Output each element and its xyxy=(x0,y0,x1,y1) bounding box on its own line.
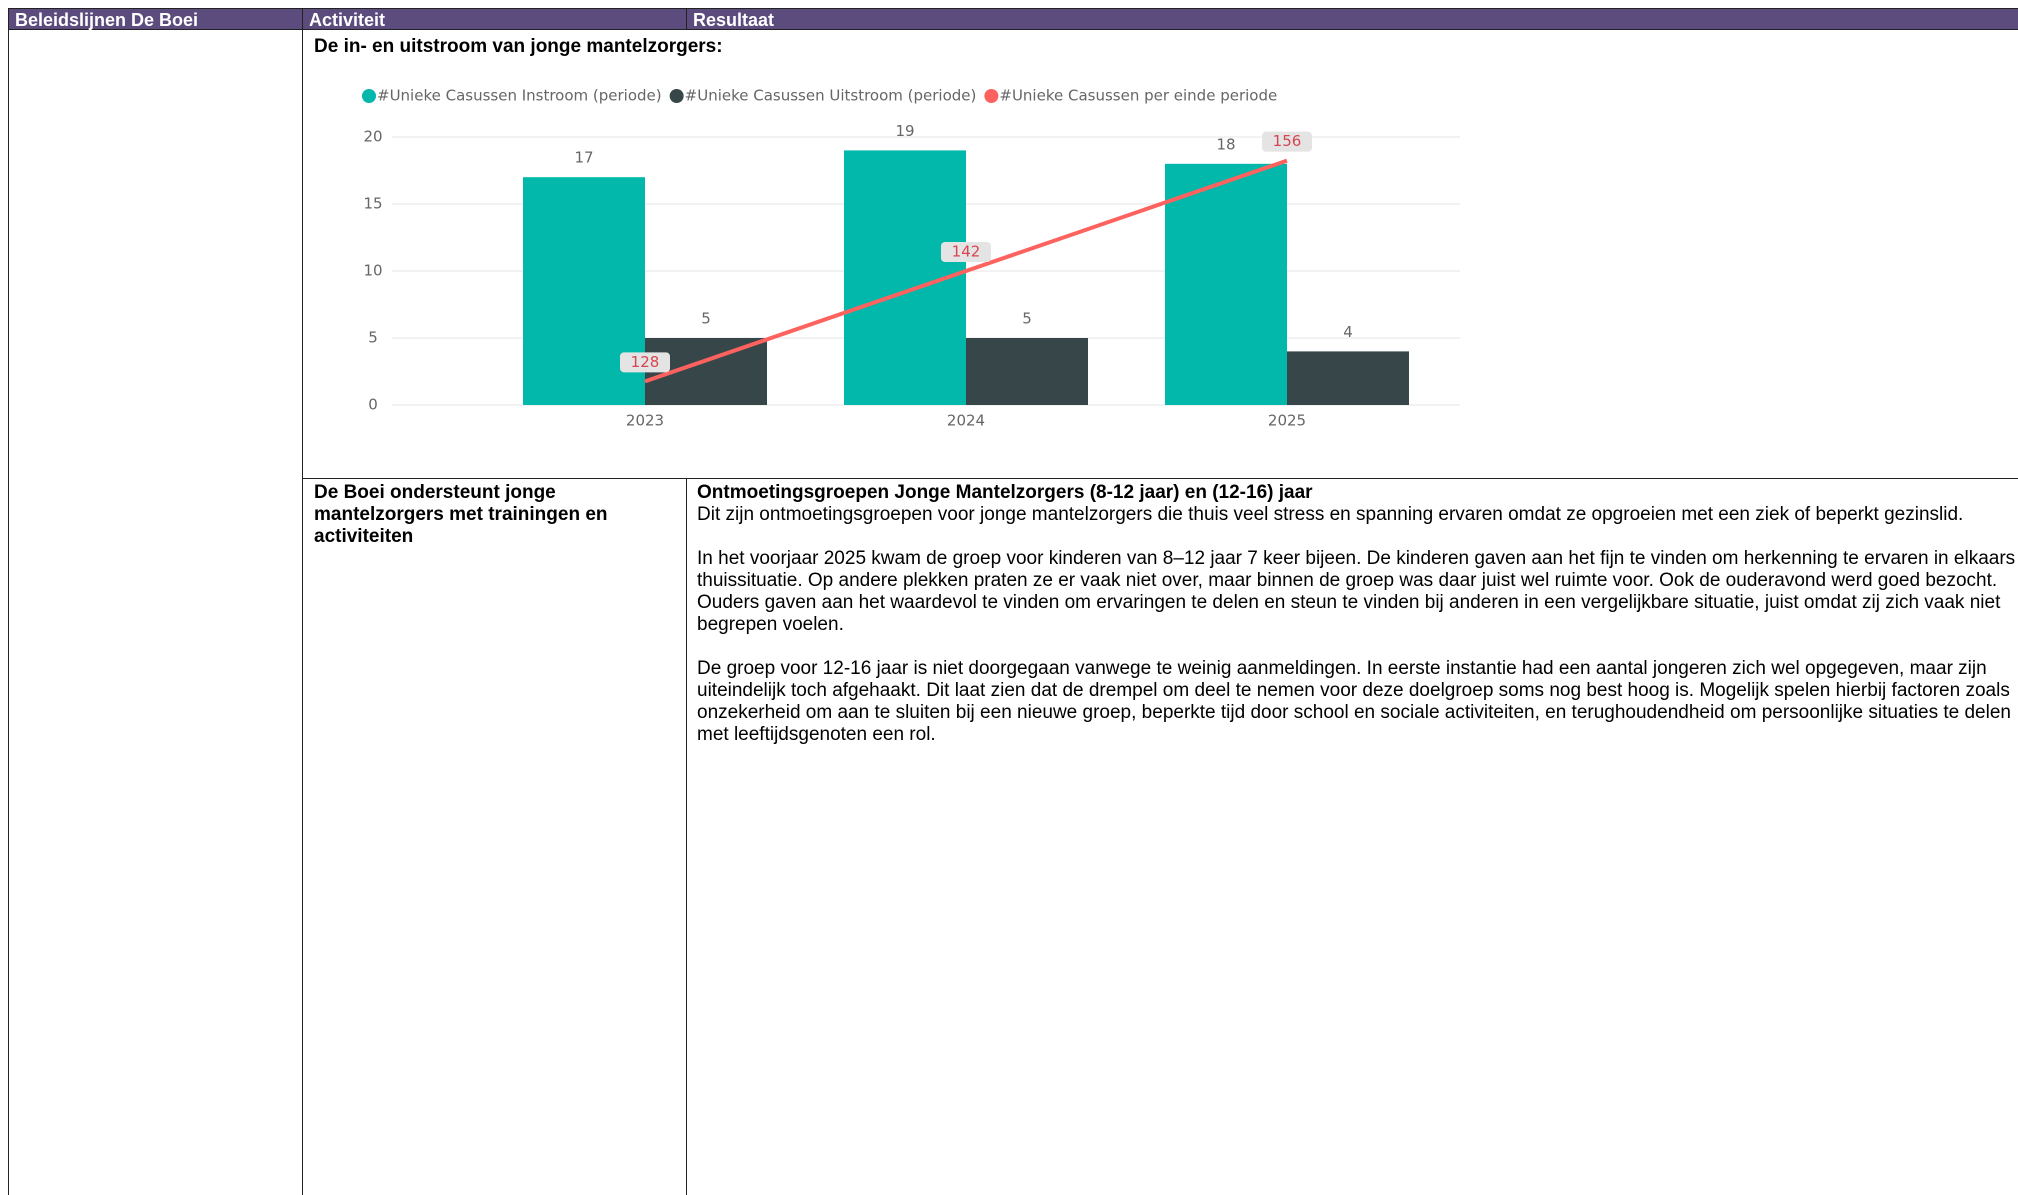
activity: De Boei ondersteunt jonge mantelzorgers … xyxy=(314,482,608,547)
x-tick-label: 2024 xyxy=(947,412,985,430)
bar xyxy=(1287,351,1409,405)
result-title: Ontmoetingsgroepen Jonge Mantelzorgers (… xyxy=(697,482,1313,503)
label-box xyxy=(1262,131,1312,152)
legend-label: #Unieke Casussen Uitstroom (periode) xyxy=(685,87,977,105)
y-tick-label: 0 xyxy=(368,396,378,414)
bar xyxy=(966,338,1088,405)
section-title: De in- en uitstroom van jonge mantelzorg… xyxy=(314,36,723,57)
chart: 0 5 10 15 20 2023 2024 2025 #Unieke Casussen Ins… xyxy=(362,87,1460,430)
result: Ontmoetingsgroepen Jonge Mantelzorgers (… xyxy=(697,482,2017,768)
x-tick-label: 2025 xyxy=(1268,412,1306,430)
label-box xyxy=(620,352,670,373)
y-tick-label: 20 xyxy=(363,128,382,146)
data-label: 18 xyxy=(1216,135,1235,153)
border xyxy=(302,30,303,1195)
data-label: 5 xyxy=(701,310,711,328)
line xyxy=(644,158,1288,384)
data-label: 5 xyxy=(1022,310,1032,328)
legend-label: #Unieke Casussen Instroom (periode) xyxy=(377,87,662,105)
legend-marker xyxy=(669,89,684,103)
y-tick-label: 5 xyxy=(368,329,378,347)
x-tick-label: 2023 xyxy=(626,412,664,430)
data-label: 17 xyxy=(574,149,593,167)
data-label: 156 xyxy=(1273,132,1302,150)
paragraph: Dit zijn ontmoetingsgroepen voor jonge m… xyxy=(697,504,1964,525)
legend-marker xyxy=(984,89,999,103)
header-cell: Activiteit xyxy=(302,8,687,30)
y-tick-label: 10 xyxy=(363,262,382,280)
header-cell: Beleidslijnen De Boei xyxy=(8,8,303,30)
data-label: 19 xyxy=(895,122,914,140)
paragraph: De groep voor 12-16 jaar is niet doorgeg… xyxy=(697,658,2011,745)
legend-label: #Unieke Casussen per einde periode xyxy=(999,87,1277,105)
data-label: 4 xyxy=(1343,323,1353,341)
label-box xyxy=(941,242,991,262)
border xyxy=(302,478,2018,479)
legend-marker xyxy=(362,89,376,103)
bar xyxy=(1165,163,1287,405)
paragraph: In het voorjaar 2025 kwam de groep voor … xyxy=(697,548,2016,635)
data-label: 142 xyxy=(952,243,981,261)
border xyxy=(686,478,687,1195)
border xyxy=(8,30,9,1195)
header-cell: Resultaat xyxy=(686,8,2018,30)
data-label: 128 xyxy=(631,353,660,371)
y-tick-label: 15 xyxy=(363,195,382,213)
